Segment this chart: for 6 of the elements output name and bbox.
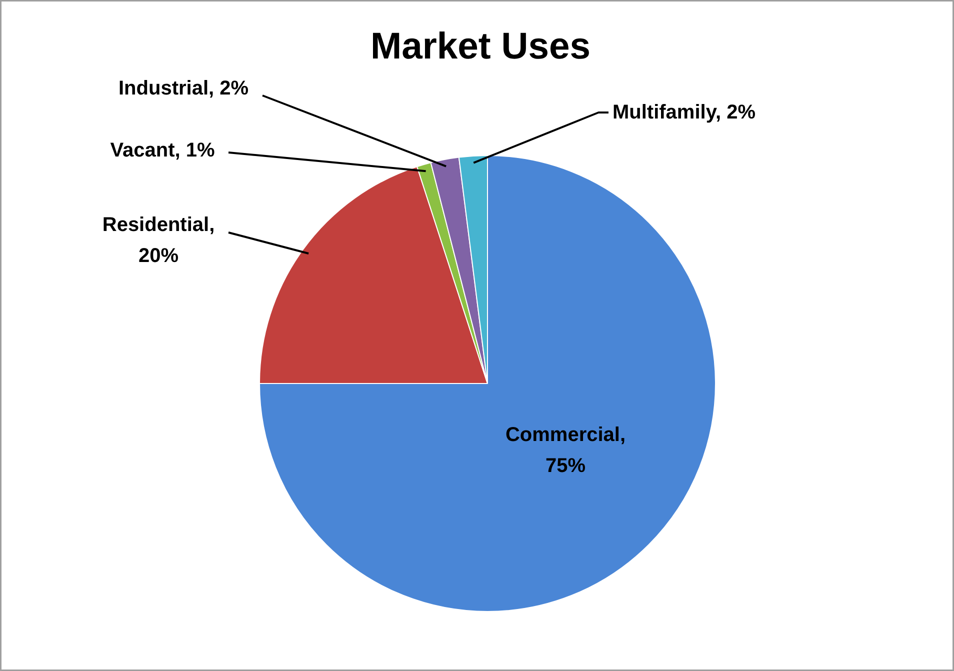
slice-label: Residential, 20%: [102, 214, 215, 267]
slice-label: Commercial, 75%: [505, 424, 626, 477]
chart-title: Market Uses: [370, 24, 590, 66]
slice-label: Industrial, 2%: [118, 78, 249, 100]
slice-label: Multifamily, 2%: [612, 102, 756, 124]
slice-label: Vacant, 1%: [110, 140, 215, 162]
